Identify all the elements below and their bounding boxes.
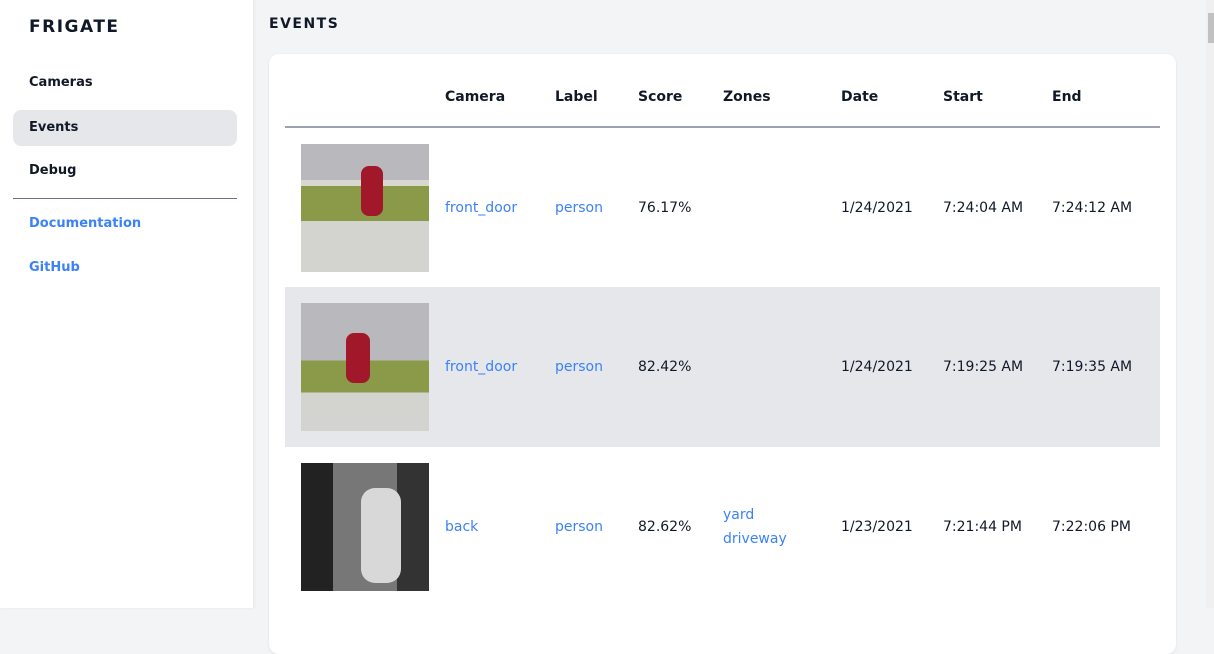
- scrollbar[interactable]: [1206, 0, 1214, 608]
- label-link[interactable]: person: [555, 359, 603, 375]
- end-time: 7:24:12 AM: [1052, 199, 1133, 216]
- sidebar-item-debug[interactable]: Debug: [29, 163, 77, 178]
- brand-logo: FRIGATE: [29, 17, 120, 37]
- sidebar-divider: [13, 198, 237, 199]
- score: 76.17%: [638, 199, 692, 216]
- table-header: Camera Label Score Zones Date Start End: [285, 54, 1160, 128]
- zone-link[interactable]: driveway: [723, 531, 787, 547]
- label-link[interactable]: person: [555, 519, 603, 535]
- table-row[interactable]: front_door person 76.17% 1/24/2021 7:24:…: [285, 127, 1160, 287]
- start-time: 7:21:44 PM: [943, 519, 1022, 535]
- header-date: Date: [841, 54, 943, 128]
- sidebar-link-documentation[interactable]: Documentation: [29, 216, 142, 231]
- event-thumbnail[interactable]: [301, 303, 429, 431]
- header-camera: Camera: [445, 54, 555, 128]
- sidebar-item-cameras[interactable]: Cameras: [29, 75, 93, 90]
- zone-link[interactable]: yard: [723, 507, 755, 523]
- camera-link[interactable]: back: [445, 519, 479, 535]
- events-table: Camera Label Score Zones Date Start End …: [285, 54, 1160, 607]
- camera-link[interactable]: front_door: [445, 359, 518, 375]
- event-thumbnail[interactable]: [301, 143, 429, 272]
- header-start: Start: [943, 54, 1052, 128]
- header-label: Label: [555, 54, 638, 128]
- table-row[interactable]: front_door person 82.42% 1/24/2021 7:19:…: [285, 287, 1160, 447]
- score: 82.42%: [638, 287, 723, 447]
- scrollbar-thumb[interactable]: [1208, 13, 1214, 43]
- sidebar-item-events[interactable]: Events: [13, 110, 237, 146]
- page-title: EVENTS: [269, 16, 340, 32]
- date: 1/24/2021: [841, 287, 943, 447]
- sidebar: FRIGATE Cameras Events Debug Documentati…: [0, 0, 253, 608]
- date: 1/24/2021: [841, 199, 913, 216]
- header-thumbnail: [285, 54, 445, 128]
- label-link[interactable]: person: [555, 199, 603, 216]
- start-time: 7:19:25 AM: [943, 287, 1052, 447]
- event-thumbnail[interactable]: [301, 463, 429, 591]
- table-row[interactable]: back person 82.62% yard driveway 1/23/202…: [285, 447, 1160, 607]
- header-end: End: [1052, 54, 1160, 128]
- end-time: 7:19:35 AM: [1052, 287, 1160, 447]
- start-time: 7:24:04 AM: [943, 199, 1024, 216]
- events-card: Camera Label Score Zones Date Start End …: [269, 54, 1176, 654]
- sidebar-link-github[interactable]: GitHub: [29, 260, 80, 275]
- date: 1/23/2021: [841, 519, 913, 535]
- end-time: 7:22:06 PM: [1052, 519, 1131, 535]
- header-zones: Zones: [723, 54, 841, 128]
- header-score: Score: [638, 54, 723, 128]
- score: 82.62%: [638, 519, 692, 535]
- camera-link[interactable]: front_door: [445, 199, 518, 216]
